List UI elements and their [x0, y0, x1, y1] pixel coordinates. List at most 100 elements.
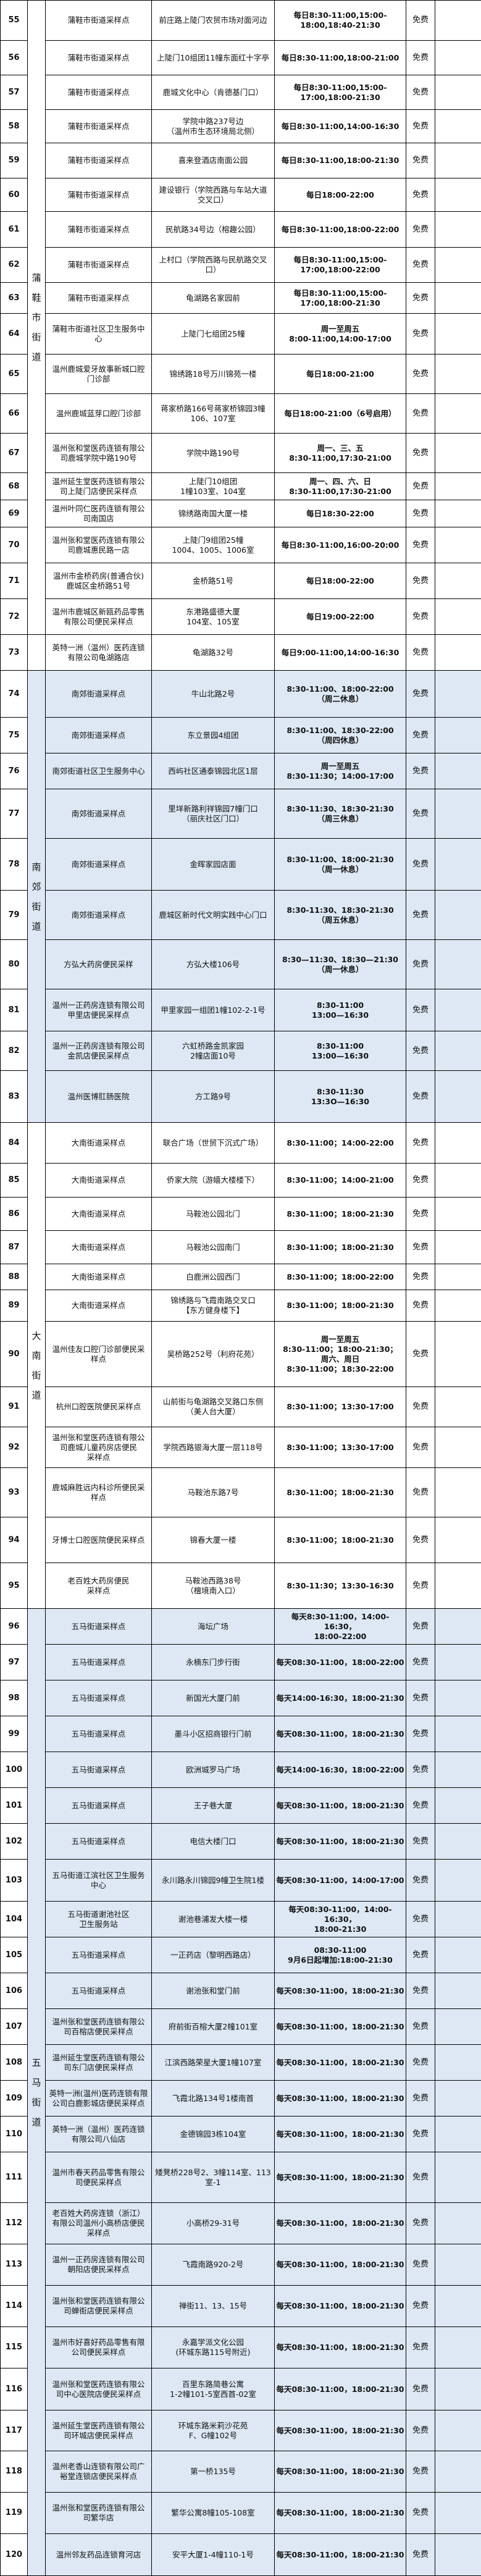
opening-hours: 每天08:30-11:00，18:00-21:30 [274, 2152, 406, 2203]
site-name: 温州张和堂医药连锁有限公 司鹿城学院中路190号 [45, 433, 152, 473]
remark [435, 1563, 481, 1609]
opening-hours: 每日18:00-21:00 [274, 354, 406, 394]
row-number: 92 [0, 1427, 28, 1468]
opening-hours: 8:30—11:30、18:30—21:30 （周一休息） [274, 939, 406, 989]
site-name: 蒲鞋市街道采样点 [45, 247, 152, 283]
table-row: 113 温州一正药房连锁有限公司 朝阳店便民采样点 飞霞南路920-2号 每天08:3… [0, 2244, 481, 2286]
site-address: 永川路永川锦园9幢卫生院1楼 [151, 1859, 275, 1902]
site-name: 温州市好喜好药品零售有限 公司便民采样点 [45, 2326, 152, 2368]
fee: 免费 [406, 1644, 435, 1680]
site-name: 英特一洲（温州）医药连锁 有限公司八仙店 [45, 2116, 152, 2152]
fee: 免费 [406, 1859, 435, 1902]
table-row: 95 老百姓大药房便民 采样点 马鞍池西路38号 （檀境南入口） 8:30-11:30… [0, 1563, 481, 1609]
opening-hours: 8:30-11:00 13:00—16:30 [274, 989, 406, 1031]
fee: 免费 [406, 1517, 435, 1563]
site-name: 大南街道采样点 [45, 1163, 152, 1198]
fee: 免费 [406, 0, 435, 41]
remark [435, 1608, 481, 1645]
site-address: 甲里家园一组团1幢102-2-1号 [151, 989, 275, 1031]
table-row: 99 五马街道采样点 墨斗小区招商银行门前 每天08:30-11:00，18:00-2… [0, 1716, 481, 1752]
remark [435, 354, 481, 394]
opening-hours: 周一至周五 8:00-11:00,14:00-17:00 [274, 313, 406, 355]
site-name: 温州鹿城爱牙故事新城口腔 门诊部 [45, 354, 152, 394]
row-number: 116 [0, 2368, 28, 2410]
opening-hours: 8:30-11:00；18:00-21:30 [274, 1197, 406, 1231]
table-row: 111 温州市春天药品零售有限公 司便民采样点 矮凳桥228号2、3幢114室、11… [0, 2152, 481, 2203]
district-cell [27, 634, 46, 671]
opening-hours: 8:30-11:00、18:00-22:00 （周二休息） [274, 670, 406, 718]
table-row: 75 南郊街道采样点 东立景园4组团 8:30-11:00、18:30-22:00 （… [0, 717, 481, 753]
site-name: 温州一正药房连锁有限公司 金凯店便民采样点 [45, 1031, 152, 1071]
table-row: 77 南郊街道采样点 里垟新路利祥锦园7幢门口 （丽庆社区门口） 8:30-11:30… [0, 789, 481, 839]
site-address: 飞霞北路134号1楼南首 [151, 2080, 275, 2117]
fee: 免费 [406, 634, 435, 671]
row-number: 71 [0, 563, 28, 599]
table-row: 115 温州市好喜好药品零售有限 公司便民采样点 永嘉学派文化公园 (环城东路115… [0, 2326, 481, 2368]
fee: 免费 [406, 1608, 435, 1645]
opening-hours: 每天08:30-11:00，18:00-21:30 [274, 2533, 406, 2576]
table-row: 72 温州市鹿城区新瓯药品零售 有限公司便民采样点 东港路盛德大厦 104室、105… [0, 598, 481, 635]
table-row: 106 五马街道采样点 谢池张和堂门前 每天08:30-11:00，18:00-21:… [0, 1973, 481, 2009]
row-number: 78 [0, 838, 28, 891]
site-address: 墨斗小区招商银行门前 [151, 1716, 275, 1752]
opening-hours: 每天08:30-11:00，18:00-22:00 [274, 1644, 406, 1680]
fee: 免费 [406, 1467, 435, 1517]
remark [435, 433, 481, 473]
opening-hours: 8:30-11:00；13:30-17:00 [274, 1427, 406, 1468]
site-address: 永嘉学派文化公园 (环城东路115号附近) [151, 2326, 275, 2368]
table-row: 61 蒲鞋市街道采样点 民航路34号边（榕趣公园） 每日8:30-11:00,18:0… [0, 211, 481, 248]
row-number: 109 [0, 2080, 28, 2117]
fee: 免费 [406, 1197, 435, 1231]
opening-hours: 每天08:30-11:00，18:00-21:30 [274, 2451, 406, 2493]
remark [435, 1787, 481, 1824]
remark [435, 989, 481, 1031]
fee: 免费 [406, 1264, 435, 1290]
fee: 免费 [406, 1122, 435, 1164]
table-row: 93 鹿城麻胜远内科诊所便民采 样点 马鞍池东路7号 8:30-11:00；18:00… [0, 1467, 481, 1517]
opening-hours: 每天08:30-11:00，18:00-21:30 [274, 1787, 406, 1824]
opening-hours: 08:30-11:00 9月6日起增加:18:00-21:30 [274, 1937, 406, 1973]
remark [435, 500, 481, 527]
district-cell: 南郊街道 [27, 670, 46, 1123]
fee: 免费 [406, 178, 435, 212]
site-address: 江滨西路荣星大厦1幢107室 [151, 2044, 275, 2081]
site-name: 南郊街道采样点 [45, 789, 152, 839]
site-name: 杭州口腔医院便民采样点 [45, 1387, 152, 1427]
site-name: 方弘大药房便民采样 [45, 939, 152, 989]
opening-hours: 每天08:30-11:00，18:00-21:30 [274, 2116, 406, 2152]
fee: 免费 [406, 2008, 435, 2045]
fee: 免费 [406, 789, 435, 839]
remark [435, 247, 481, 283]
row-number: 105 [0, 1937, 28, 1973]
row-number: 95 [0, 1563, 28, 1609]
site-address: 建设银行（学院西路与车站大道 交叉口） [151, 178, 275, 212]
site-address: 王子巷大厦 [151, 1787, 275, 1824]
site-name: 南郊街道采样点 [45, 838, 152, 891]
site-address: 永楠东门步行街 [151, 1644, 275, 1680]
opening-hours: 每日8:30-11:00,18:00-21:00 [274, 40, 406, 75]
opening-hours: 每天08:30-11:00，18:00-21:30 [274, 2410, 406, 2451]
remark [435, 753, 481, 789]
site-name: 老百姓大药房连锁（浙江） 有限公司温州小高桥店便民 采样点 [45, 2202, 152, 2244]
table-row: 108 温州延生堂医药连锁有限公 司东门店便民采样点 江滨西路荣星大厦1幢107室每… [0, 2044, 481, 2081]
site-name: 五马街道采样点 [45, 1608, 152, 1645]
row-number: 58 [0, 109, 28, 143]
row-number: 97 [0, 1644, 28, 1680]
row-number: 110 [0, 2116, 28, 2152]
remark [435, 1230, 481, 1264]
remark [435, 2008, 481, 2045]
remark [435, 1937, 481, 1973]
site-name: 大南街道采样点 [45, 1230, 152, 1264]
site-address: 禅街11、13、15号 [151, 2285, 275, 2327]
remark [435, 472, 481, 500]
remark [435, 313, 481, 355]
table-row: 84 大南街道 大南街道采样点 联合广场（世贸下沉式广场） 8:30-11:00；14:… [0, 1122, 481, 1609]
table-row: 92 温州张和堂医药连锁有限公 司鹿城儿童药房店便民 采样点 学院西路银海大厦一层1… [0, 1427, 481, 1468]
opening-hours: 8:30-11:00、18:00-21:30 （周一休息） [274, 838, 406, 891]
site-address: 东港路盛德大厦 104室、105室 [151, 598, 275, 635]
site-name: 温州延生堂医药连锁有限公 司东门店便民采样点 [45, 2044, 152, 2081]
table-row: 101 五马街道采样点 王子巷大厦 每天08:30-11:00，18:00-21:30… [0, 1787, 481, 1824]
site-address: 谢池巷浦发大楼一楼 [151, 1901, 275, 1937]
table-row: 78 南郊街道采样点 金晖家园店面 8:30-11:00、18:00-21:30 （周… [0, 838, 481, 891]
